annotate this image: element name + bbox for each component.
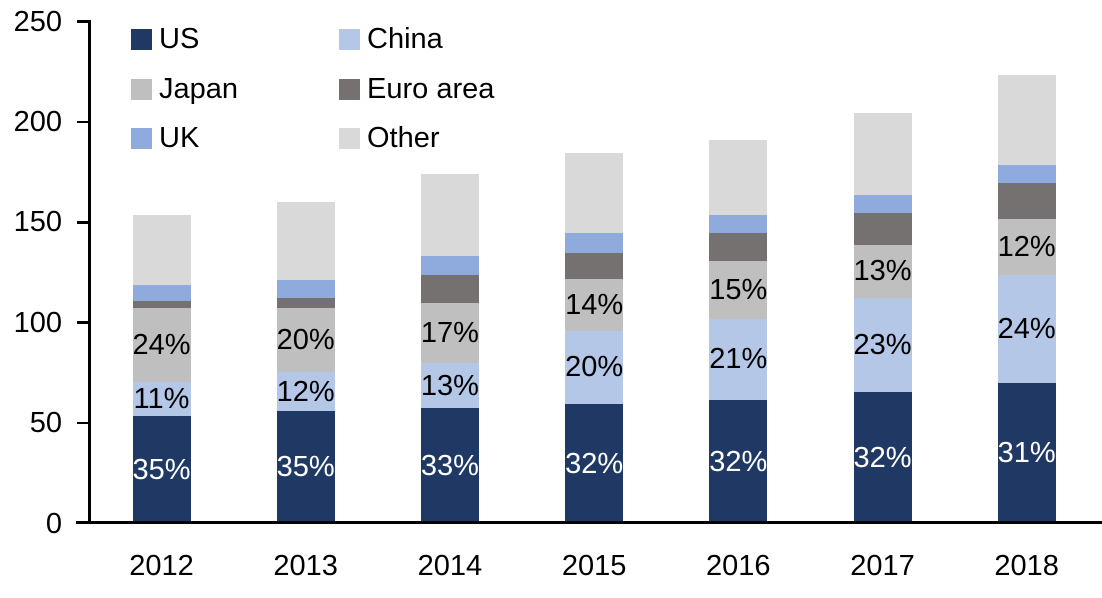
segment-data-label: 13% — [420, 369, 479, 402]
bar-segment-uk — [709, 215, 768, 234]
legend-swatch-other — [339, 128, 360, 149]
legend-label-other: Other — [367, 122, 440, 154]
segment-data-label: 20% — [565, 351, 624, 384]
segment-data-label: 35% — [276, 451, 335, 484]
segment-data-label: 17% — [420, 317, 479, 350]
y-tick-mark — [77, 221, 89, 224]
bar-segment-us — [709, 400, 768, 524]
legend-swatch-china — [339, 29, 360, 50]
bar-segment-other — [565, 153, 624, 234]
x-axis-line — [76, 520, 1102, 525]
bar-segment-uk — [276, 280, 335, 299]
y-tick-label: 100 — [13, 306, 62, 339]
x-tick-label: 2012 — [129, 550, 194, 582]
bar-segment-other — [420, 174, 479, 257]
bar-segment-us — [420, 408, 479, 524]
legend-label-us: US — [159, 23, 200, 55]
segment-data-label: 32% — [709, 445, 768, 478]
bar-segment-china — [853, 298, 912, 393]
bar-segment-other — [132, 215, 191, 285]
bar-segment-uk — [853, 194, 912, 214]
bar-segment-japan — [565, 278, 624, 331]
legend-label-euro-area: Euro area — [367, 72, 495, 105]
bar-segment-uk — [565, 233, 624, 254]
bar-segment-china — [420, 362, 479, 409]
bar-segment-uk — [132, 284, 191, 301]
y-tick-label: 200 — [13, 105, 62, 138]
bar-segment-other — [997, 74, 1056, 165]
segment-data-label: 12% — [276, 375, 335, 408]
x-tick-label: 2016 — [706, 550, 771, 582]
bar-segment-japan — [853, 244, 912, 298]
bar-segment-euro-area — [276, 298, 335, 309]
bar-segment-japan — [132, 307, 191, 382]
bar-segment-us — [276, 411, 335, 524]
bar-segment-japan — [420, 303, 479, 363]
x-tick-label: 2018 — [994, 550, 1059, 582]
bar-segment-uk — [997, 164, 1056, 183]
y-tick-mark — [77, 120, 89, 124]
segment-data-label: 12% — [997, 230, 1056, 263]
legend-swatch-us — [131, 29, 152, 50]
segment-data-label: 33% — [420, 449, 479, 482]
segment-data-label: 32% — [565, 447, 624, 480]
bar-segment-euro-area — [997, 182, 1056, 219]
bar-segment-us — [132, 415, 191, 524]
bar-segment-us — [565, 404, 624, 524]
x-tick-label: 2015 — [561, 550, 627, 582]
x-tick-label: 2017 — [850, 550, 915, 582]
bar-segment-japan — [997, 218, 1056, 275]
bar-segment-china — [132, 381, 191, 416]
segment-data-label: 21% — [709, 343, 768, 376]
segment-data-label: 35% — [132, 453, 191, 486]
segment-data-label: 32% — [853, 441, 912, 474]
legend-swatch-japan — [131, 78, 152, 100]
segment-data-label: 24% — [997, 312, 1056, 345]
bar-segment-uk — [420, 256, 479, 276]
y-tick-label: 250 — [13, 5, 62, 38]
y-tick-label: 50 — [29, 407, 62, 440]
legend-label-uk: UK — [159, 122, 200, 154]
legend-label-japan: Japan — [159, 72, 239, 105]
y-tick-label: 0 — [45, 507, 62, 540]
bar-segment-euro-area — [420, 275, 479, 304]
bar-segment-japan — [276, 308, 335, 373]
bar-segment-japan — [709, 261, 768, 319]
segment-data-label: 24% — [132, 328, 191, 361]
bar-segment-euro-area — [853, 213, 912, 245]
segment-data-label: 23% — [853, 329, 912, 362]
bar-segment-other — [276, 202, 335, 281]
bar-segment-euro-area — [132, 300, 191, 308]
x-tick-label: 2013 — [273, 550, 338, 582]
y-tick-label: 150 — [13, 206, 62, 239]
segment-data-label: 15% — [709, 274, 768, 307]
bar-segment-us — [997, 382, 1056, 524]
bar-segment-us — [853, 392, 912, 524]
bar-segment-euro-area — [565, 253, 624, 279]
y-tick-mark — [77, 321, 89, 324]
bar-segment-other — [709, 139, 768, 216]
segment-data-label: 11% — [133, 382, 190, 415]
segment-data-label: 20% — [276, 324, 335, 357]
bar-segment-other — [853, 112, 912, 195]
bar-segment-china — [997, 274, 1056, 383]
y-tick-mark — [77, 20, 89, 23]
bar-segment-china — [565, 330, 624, 404]
bar-segment-euro-area — [709, 233, 768, 262]
legend-swatch-uk — [131, 128, 152, 149]
bar-segment-china — [276, 372, 335, 412]
segment-data-label: 31% — [997, 437, 1056, 470]
segment-data-label: 14% — [565, 288, 624, 321]
y-axis-line — [88, 20, 91, 524]
legend-swatch-euro-area — [339, 78, 360, 100]
segment-data-label: 13% — [853, 255, 912, 288]
y-tick-mark — [77, 421, 89, 425]
x-tick-label: 2014 — [417, 550, 483, 582]
bar-segment-china — [709, 318, 768, 400]
legend-label-china: China — [367, 23, 443, 55]
